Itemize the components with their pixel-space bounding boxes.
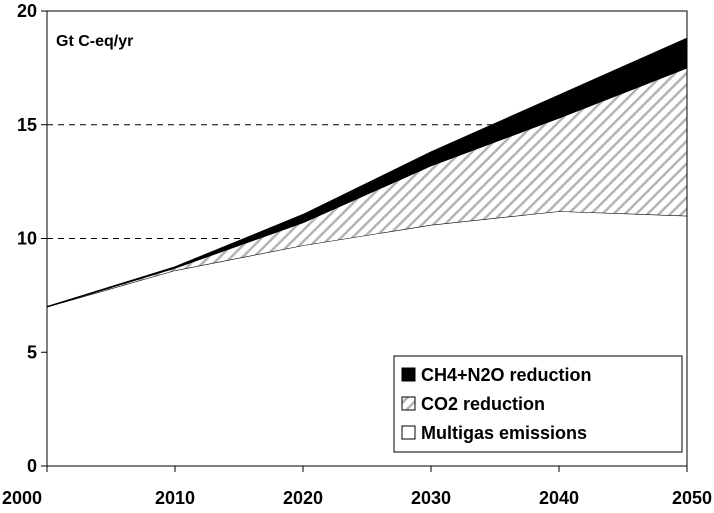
legend-swatch (401, 425, 416, 440)
legend-label: CO2 reduction (421, 394, 545, 414)
y-tick-label: 15 (17, 115, 37, 135)
legend-swatch (401, 367, 416, 382)
x-tick-label: 2030 (411, 488, 451, 508)
ch4-n2o-reduction-area-line (46, 37, 688, 308)
legend-label: Multigas emissions (421, 423, 587, 443)
x-tick-label: 2020 (283, 488, 323, 508)
legend-swatch (401, 396, 416, 411)
y-tick-label: 10 (17, 229, 37, 249)
legend: CH4+N2O reduction CO2 reduction Multigas e… (393, 355, 683, 453)
x-axis-ticks: 2000 2010 2020 2030 2040 2050 (2, 466, 712, 508)
x-tick-label: 2010 (155, 488, 195, 508)
x-tick-label: 2000 (2, 488, 42, 508)
y-tick-label: 0 (27, 456, 37, 476)
legend-box (393, 355, 683, 453)
y-axis-ticks: 0 5 10 15 20 (17, 1, 47, 476)
co2-reduction-area (47, 67, 687, 307)
x-tick-label: 2040 (539, 488, 579, 508)
x-tick-label: 2050 (672, 488, 712, 508)
unit-label: Gt C-eq/yr (56, 33, 133, 50)
y-tick-label: 5 (27, 342, 37, 362)
legend-label: CH4+N2O reduction (421, 365, 592, 385)
y-tick-label: 20 (17, 1, 37, 21)
